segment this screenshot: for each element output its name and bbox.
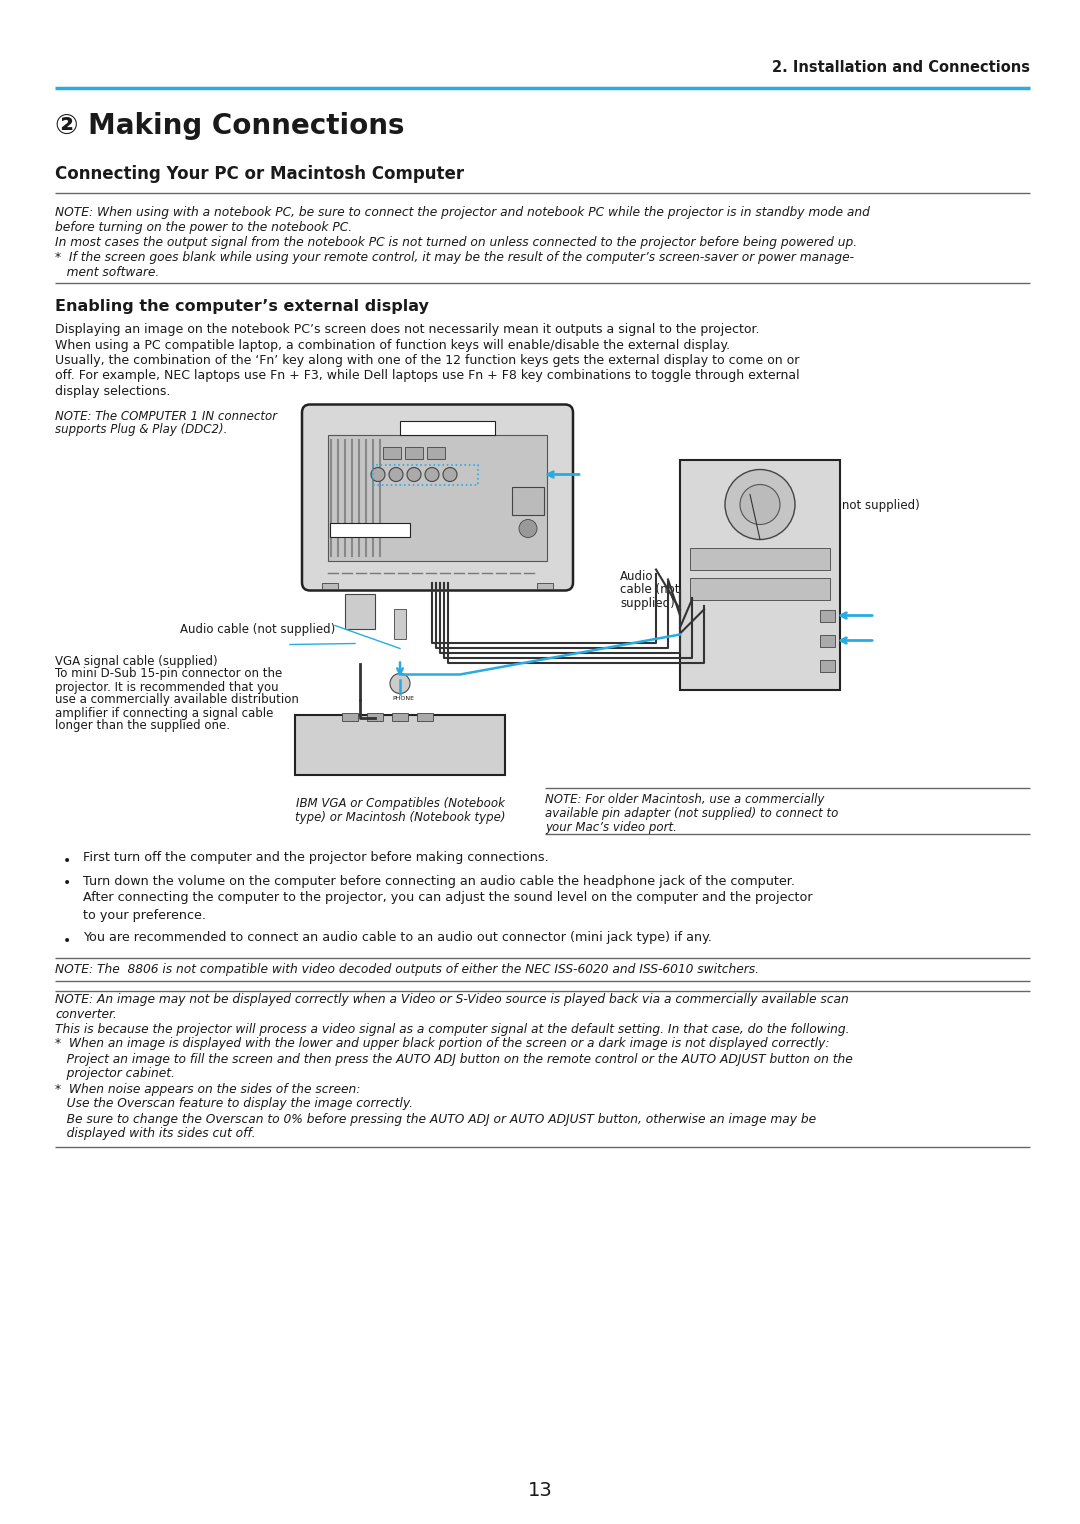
Text: You are recommended to connect an audio cable to an audio out connector (mini ja: You are recommended to connect an audio … [83,931,712,945]
Text: cable (not: cable (not [620,584,679,596]
Text: COMPUTER 2 IN: COMPUTER 2 IN [415,424,481,433]
Text: Usually, the combination of the ‘Fn’ key along with one of the 12 function keys : Usually, the combination of the ‘Fn’ key… [55,354,799,367]
Circle shape [407,468,421,482]
Bar [322,582,338,588]
Text: *  When an image is displayed with the lower and upper black portion of the scre: * When an image is displayed with the lo… [55,1038,829,1050]
Bar [373,465,478,485]
Text: *  When noise appears on the sides of the screen:: * When noise appears on the sides of the… [55,1082,361,1096]
Text: Turn down the volume on the computer before connecting an audio cable the headph: Turn down the volume on the computer bef… [83,875,795,887]
Circle shape [426,468,438,482]
Bar [330,523,410,536]
Bar [400,421,495,434]
Text: Connecting Your PC or Macintosh Computer: Connecting Your PC or Macintosh Computer [55,165,464,183]
Text: display selections.: display selections. [55,386,171,398]
Text: *  If the screen goes blank while using your remote control, it may be the resul: * If the screen goes blank while using y… [55,251,854,264]
Text: projector cabinet.: projector cabinet. [55,1067,175,1081]
Bar [512,486,544,515]
Text: IBM VGA or Compatibles (Notebook: IBM VGA or Compatibles (Notebook [296,797,504,809]
Text: BNC X 5 cable (not supplied): BNC X 5 cable (not supplied) [750,500,920,512]
Text: available pin adapter (not supplied) to connect to: available pin adapter (not supplied) to … [545,806,838,820]
Text: converter.: converter. [55,1007,117,1021]
Text: Audio cable (not supplied): Audio cable (not supplied) [180,622,335,636]
Text: •: • [63,853,71,867]
Bar [690,547,831,570]
Circle shape [725,469,795,539]
Bar [820,610,835,622]
Text: •: • [63,876,71,890]
Bar [394,608,406,639]
Text: Audio: Audio [620,570,653,582]
Text: NOTE: For older Macintosh, use a commercially: NOTE: For older Macintosh, use a commerc… [545,792,824,806]
Text: PHONE: PHONE [392,696,414,701]
Circle shape [740,485,780,524]
Text: displayed with its sides cut off.: displayed with its sides cut off. [55,1128,256,1140]
Text: Enabling the computer’s external display: Enabling the computer’s external display [55,299,429,314]
Text: NOTE: An image may not be displayed correctly when a Video or S-Video source is : NOTE: An image may not be displayed corr… [55,992,849,1006]
Text: NOTE: When using with a notebook PC, be sure to connect the projector and notebo: NOTE: When using with a notebook PC, be … [55,206,869,219]
Text: NOTE: The  8806 is not compatible with video decoded outputs of either the NEC I: NOTE: The 8806 is not compatible with vi… [55,963,759,975]
Text: supports Plug & Play (DDC2).: supports Plug & Play (DDC2). [55,424,228,436]
Circle shape [390,674,410,693]
Bar [383,447,401,459]
Text: amplifier if connecting a signal cable: amplifier if connecting a signal cable [55,707,273,719]
Text: to your preference.: to your preference. [83,908,206,922]
Text: Be sure to change the Overscan to 0% before pressing the AUTO ADJ or AUTO ADJUST: Be sure to change the Overscan to 0% bef… [55,1113,816,1126]
Text: •: • [63,934,71,948]
Text: Use the Overscan feature to display the image correctly.: Use the Overscan feature to display the … [55,1097,413,1111]
Text: use a commercially available distribution: use a commercially available distributio… [55,693,299,707]
Bar [690,578,831,599]
Text: 13: 13 [528,1481,552,1500]
Text: supplied): supplied) [620,597,675,611]
Bar [328,434,546,561]
Text: your Mac’s video port.: your Mac’s video port. [545,820,677,834]
Text: type) or Macintosh (Notebook type): type) or Macintosh (Notebook type) [295,811,505,823]
Bar [680,460,840,689]
Text: ment software.: ment software. [55,267,159,279]
FancyBboxPatch shape [302,404,573,590]
Text: before turning on the power to the notebook PC.: before turning on the power to the noteb… [55,221,352,235]
Bar [345,593,375,628]
Bar [537,582,553,588]
Circle shape [443,468,457,482]
Text: First turn off the computer and the projector before making connections.: First turn off the computer and the proj… [83,852,549,864]
Bar [820,634,835,646]
Text: projector. It is recommended that you: projector. It is recommended that you [55,681,279,693]
Bar [405,447,423,459]
Text: COMPUTER 1 IN: COMPUTER 1 IN [340,526,400,535]
Text: In most cases the output signal from the notebook PC is not turned on unless con: In most cases the output signal from the… [55,236,858,248]
Text: Project an image to fill the screen and then press the AUTO ADJ button on the re: Project an image to fill the screen and … [55,1053,853,1065]
Bar [342,713,357,721]
Text: To mini D-Sub 15-pin connector on the: To mini D-Sub 15-pin connector on the [55,668,282,681]
Circle shape [519,520,537,538]
Circle shape [372,468,384,482]
Text: NOTE: The COMPUTER 1 IN connector: NOTE: The COMPUTER 1 IN connector [55,410,278,422]
Bar [392,713,408,721]
Text: Displaying an image on the notebook PC’s screen does not necessarily mean it out: Displaying an image on the notebook PC’s… [55,323,759,335]
Text: longer than the supplied one.: longer than the supplied one. [55,719,230,733]
Circle shape [389,468,403,482]
Bar [295,715,505,774]
Text: This is because the projector will process a video signal as a computer signal a: This is because the projector will proce… [55,1023,850,1035]
Text: 2. Installation and Connections: 2. Installation and Connections [772,59,1030,75]
Text: off. For example, NEC laptops use Fn + F3, while Dell laptops use Fn + F8 key co: off. For example, NEC laptops use Fn + F… [55,369,799,383]
Text: VGA signal cable (supplied): VGA signal cable (supplied) [55,654,218,668]
Bar [820,660,835,672]
Text: ② Making Connections: ② Making Connections [55,111,405,140]
Text: After connecting the computer to the projector, you can adjust the sound level o: After connecting the computer to the pro… [83,892,812,905]
Bar [367,713,383,721]
Bar [417,713,433,721]
Text: When using a PC compatible laptop, a combination of function keys will enable/di: When using a PC compatible laptop, a com… [55,338,730,352]
Bar [427,447,445,459]
